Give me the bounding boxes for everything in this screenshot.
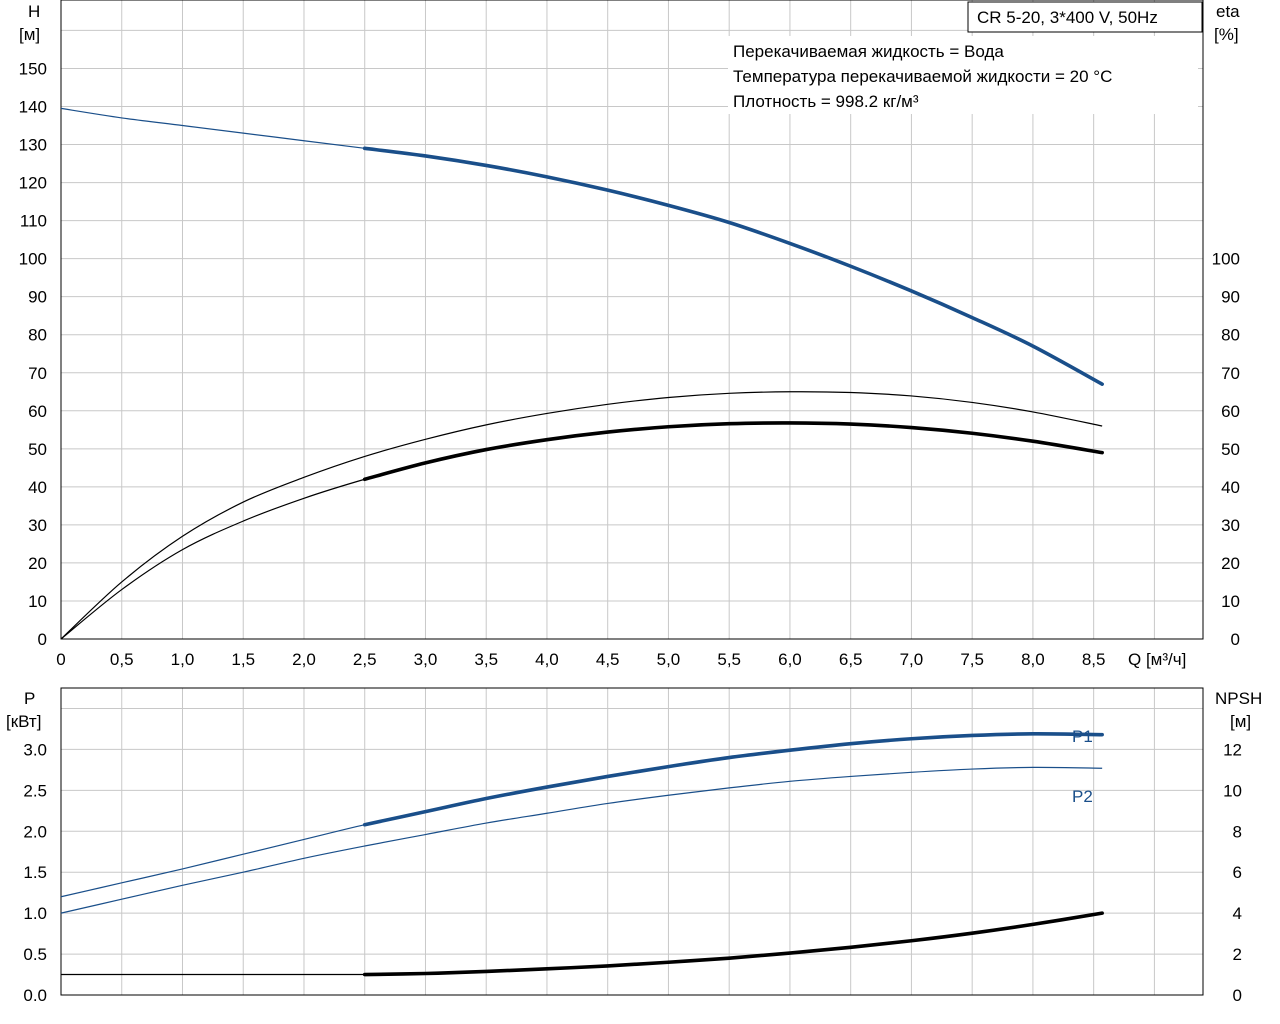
x-tick-label: 0 xyxy=(56,650,65,669)
x-tick-label: 4,0 xyxy=(535,650,559,669)
bottom-right-axis-unit: [м] xyxy=(1230,712,1251,731)
y-tick-label-right: 100 xyxy=(1212,250,1240,269)
y-tick-label-right: 40 xyxy=(1221,478,1240,497)
y-tick-label-right: 80 xyxy=(1221,326,1240,345)
bottom-left-axis-unit: [кВт] xyxy=(6,712,41,731)
y-tick-label-left: 60 xyxy=(28,402,47,421)
x-tick-label: 8,5 xyxy=(1082,650,1106,669)
efficiency-curve-lower-bold xyxy=(362,421,1104,482)
y-tick-label-left: 30 xyxy=(28,516,47,535)
x-tick-label: 3,0 xyxy=(414,650,438,669)
y-tick-label-left: 40 xyxy=(28,478,47,497)
tick-labels: 0 0,5 1,0 1,5 2,0 2,5 3,0 3,5 4,0 4,5 5,0 5,5 6,0 6,5… xyxy=(19,59,1242,1005)
top-left-axis-unit: [м] xyxy=(19,25,40,44)
y-tick-label-right: 10 xyxy=(1221,592,1240,611)
p-tick-label: 0.0 xyxy=(23,986,47,1005)
p-tick-label: 1.0 xyxy=(23,904,47,923)
y-tick-label-left: 110 xyxy=(20,212,47,231)
y-tick-label-right: 70 xyxy=(1221,364,1240,383)
npsh-tick-label: 12 xyxy=(1223,740,1242,759)
info-line-1: Перекачиваемая жидкость = Вода xyxy=(733,42,1004,61)
chart-title: CR 5-20, 3*400 V, 50Hz xyxy=(977,8,1158,27)
npsh-tick-label: 6 xyxy=(1233,863,1242,882)
x-tick-label: 8,0 xyxy=(1021,650,1045,669)
y-tick-label-left: 80 xyxy=(28,326,47,345)
y-tick-label-right: 0 xyxy=(1231,630,1240,649)
bottom-right-axis-label: NPSH xyxy=(1215,689,1262,708)
p-tick-label: 2.0 xyxy=(23,822,47,841)
y-tick-label-left: 130 xyxy=(19,136,47,155)
y-tick-label-left: 140 xyxy=(19,98,47,117)
y-tick-label-left: 100 xyxy=(19,250,47,269)
efficiency-curve-upper-thin xyxy=(60,391,1103,640)
y-tick-label-left: 70 xyxy=(28,364,47,383)
bottom-chart-grid xyxy=(61,688,1203,995)
y-tick-label-right: 90 xyxy=(1221,288,1240,307)
x-tick-label: 5,0 xyxy=(657,650,681,669)
x-tick-label: 3,5 xyxy=(474,650,498,669)
bottom-chart-frame xyxy=(60,687,1204,996)
info-line-2: Температура перекачиваемой жидкости = 20… xyxy=(733,67,1112,86)
npsh-tick-label: 2 xyxy=(1233,945,1242,964)
npsh-tick-label: 10 xyxy=(1223,781,1242,800)
npsh-curve-bold xyxy=(362,911,1104,977)
bottom-left-axis-label: P xyxy=(24,689,35,708)
p-tick-label: 3.0 xyxy=(23,740,47,759)
npsh-tick-label: 0 xyxy=(1233,986,1242,1005)
x-tick-label: 7,5 xyxy=(960,650,984,669)
x-tick-label: 7,0 xyxy=(900,650,924,669)
p-tick-label: 2.5 xyxy=(23,781,47,800)
x-tick-label: 1,0 xyxy=(171,650,195,669)
top-left-axis-label: H xyxy=(28,2,40,21)
x-tick-label: 2,5 xyxy=(353,650,377,669)
y-tick-label-left: 150 xyxy=(19,59,47,78)
x-tick-label: 2,0 xyxy=(292,650,316,669)
power-curve-p1-bold xyxy=(362,732,1104,827)
top-right-axis-unit: [%] xyxy=(1214,25,1239,44)
x-axis-label: Q [м³/ч] xyxy=(1128,650,1186,669)
x-tick-label: 0,5 xyxy=(110,650,134,669)
p-tick-label: 1.5 xyxy=(23,863,47,882)
x-tick-label: 4,5 xyxy=(596,650,620,669)
y-tick-label-right: 20 xyxy=(1221,554,1240,573)
curves xyxy=(60,107,1104,977)
x-tick-label: 6,0 xyxy=(778,650,802,669)
p-tick-label: 0.5 xyxy=(23,945,47,964)
y-tick-label-left: 120 xyxy=(19,174,47,193)
top-chart-frame xyxy=(60,0,1204,640)
info-box-background xyxy=(728,36,1198,114)
x-tick-label: 5,5 xyxy=(717,650,741,669)
y-tick-label-left: 10 xyxy=(28,592,47,611)
y-tick-label-right: 30 xyxy=(1221,516,1240,535)
npsh-tick-label: 4 xyxy=(1233,904,1242,923)
y-tick-label-right: 60 xyxy=(1221,402,1240,421)
y-tick-label-left: 90 xyxy=(28,288,47,307)
chart-title-box xyxy=(967,1,1203,33)
head-curve-bold xyxy=(362,146,1104,386)
y-tick-label-left: 20 xyxy=(28,554,47,573)
top-right-axis-label: eta xyxy=(1216,2,1240,21)
y-tick-label-left: 50 xyxy=(28,440,47,459)
y-tick-label-right: 50 xyxy=(1221,440,1240,459)
series-label-p1: P1 xyxy=(1072,727,1093,746)
x-tick-label: 6,5 xyxy=(839,650,863,669)
x-tick-label: 1,5 xyxy=(231,650,255,669)
power-curve-p2-thin xyxy=(60,766,1103,914)
info-line-3: Плотность = 998.2 кг/м³ xyxy=(733,92,919,111)
series-label-p2: P2 xyxy=(1072,787,1093,806)
npsh-tick-label: 8 xyxy=(1233,822,1242,841)
y-tick-label-left: 0 xyxy=(38,630,47,649)
